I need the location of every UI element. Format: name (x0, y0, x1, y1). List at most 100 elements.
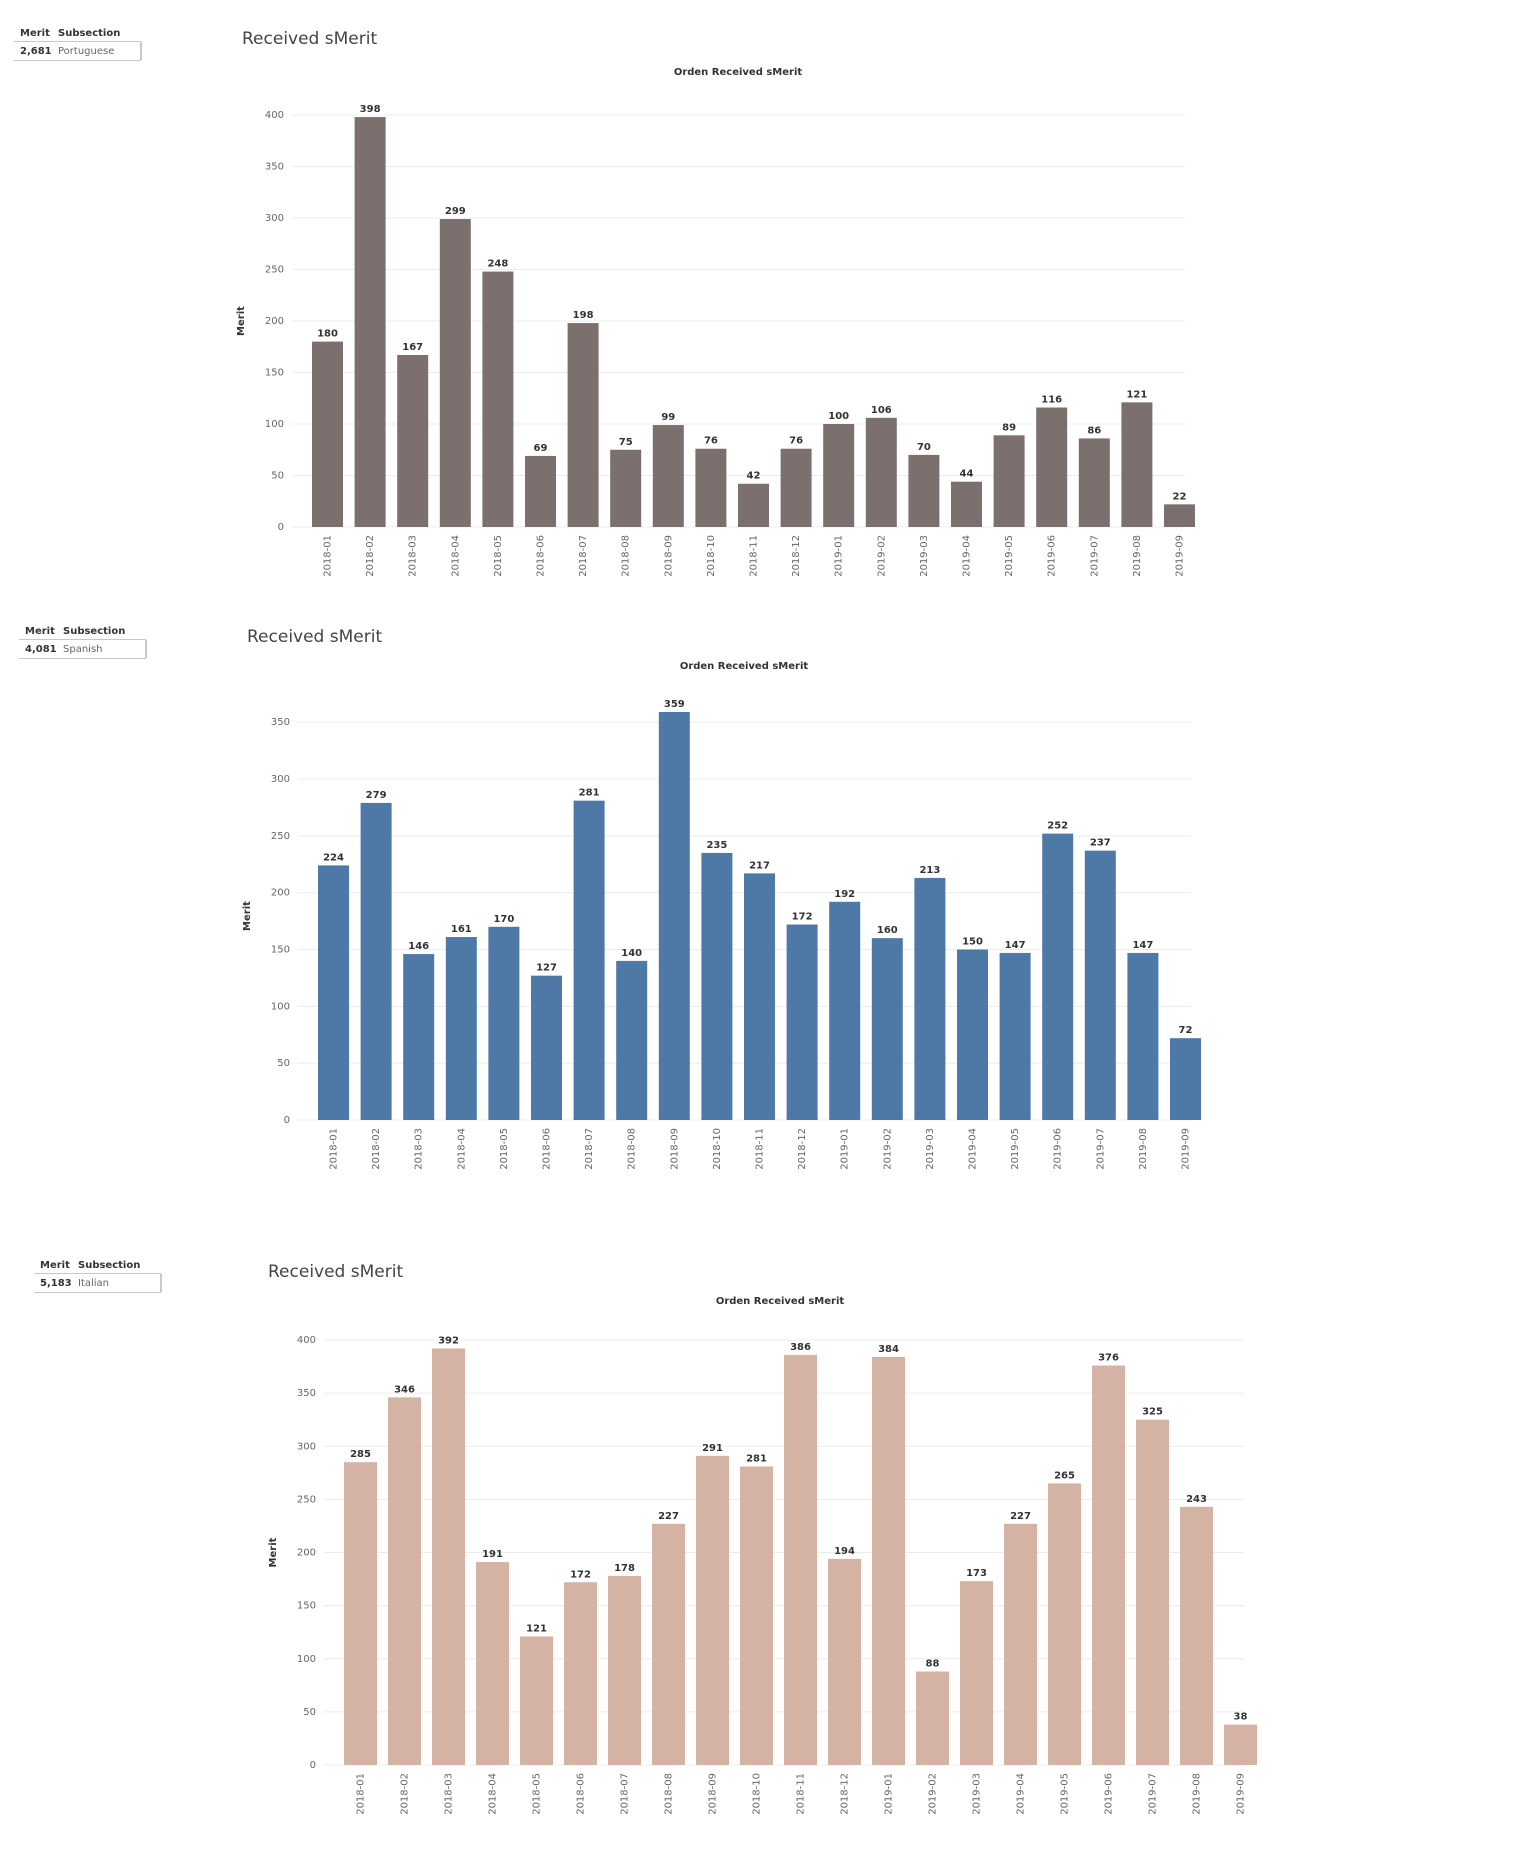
y-tick-label: 150 (297, 1601, 316, 1612)
y-tick-label: 350 (265, 162, 284, 173)
summary-row[interactable]: 2,681 Portuguese (14, 41, 141, 61)
y-tick-label: 150 (271, 945, 290, 956)
x-tick-label: 2018-04 (456, 1128, 467, 1170)
x-tick-label: 2018-02 (371, 1128, 382, 1170)
bar (567, 323, 599, 527)
x-tick-label: 2018-03 (444, 1773, 455, 1815)
y-axis-label: Merit (236, 306, 247, 336)
merit-header: Merit (20, 28, 50, 39)
x-tick-label: 2019-08 (1192, 1773, 1203, 1815)
x-tick-label: 2019-05 (1004, 535, 1015, 577)
data-label: 198 (573, 310, 594, 321)
x-tick-label: 2018-12 (840, 1773, 851, 1815)
x-tick-label: 2018-10 (712, 1128, 723, 1170)
summary-row[interactable]: 4,081 Spanish (19, 639, 146, 659)
bar (1092, 1365, 1125, 1765)
x-tick-label: 2018-09 (663, 535, 674, 577)
x-tick-label: 2019-08 (1132, 535, 1143, 577)
x-tick-label: 2019-05 (1010, 1128, 1021, 1170)
data-label: 291 (702, 1443, 723, 1454)
bar (488, 926, 520, 1120)
y-tick-label: 400 (297, 1335, 316, 1346)
y-tick-label: 0 (310, 1760, 316, 1771)
bar (960, 1581, 993, 1765)
data-label: 116 (1041, 395, 1062, 406)
data-label: 227 (658, 1511, 679, 1522)
x-tick-label: 2018-09 (669, 1128, 680, 1170)
bar (608, 1575, 641, 1765)
y-tick-label: 350 (271, 717, 290, 728)
data-label: 86 (1087, 425, 1101, 436)
data-label: 161 (451, 924, 472, 935)
bar (1004, 1523, 1037, 1765)
bar (1164, 504, 1195, 527)
x-tick-label: 2019-01 (834, 535, 845, 577)
x-tick-label: 2019-07 (1148, 1773, 1159, 1815)
bar-chart-spanish: Orden Received sMerit 0 50 100 150 200 250 300 3… (242, 661, 1201, 1170)
bar (999, 952, 1031, 1120)
bar (610, 449, 642, 527)
chart-title: Orden Received sMerit (674, 67, 803, 78)
x-tick-label: 2019-04 (962, 535, 973, 577)
data-label: 89 (1002, 422, 1016, 433)
y-tick-label: 150 (265, 368, 284, 379)
data-label: 299 (445, 206, 466, 217)
x-tick-label: 2018-07 (584, 1128, 595, 1170)
data-label: 346 (394, 1384, 415, 1395)
bar (525, 455, 556, 527)
y-tick-label: 300 (265, 213, 284, 224)
x-tick-label: 2018-06 (576, 1773, 587, 1815)
subsection-header: Subsection (78, 1260, 141, 1271)
summary-row[interactable]: 5,183 Italian (34, 1273, 161, 1293)
chart-title: Orden Received sMerit (680, 661, 809, 672)
x-tick-label: 2018-05 (493, 535, 504, 577)
x-tick-label: 2018-05 (499, 1128, 510, 1170)
data-label: 147 (1005, 940, 1026, 951)
x-tick-label: 2018-02 (400, 1773, 411, 1815)
x-tick-label: 2019-06 (1104, 1773, 1115, 1815)
bar (1036, 407, 1068, 527)
bar (388, 1397, 421, 1765)
bar (871, 938, 903, 1120)
x-tick-label: 2019-07 (1095, 1128, 1106, 1170)
data-label: 386 (790, 1342, 811, 1353)
y-tick-label: 400 (265, 110, 284, 121)
bar (344, 1462, 377, 1765)
x-tick-label: 2018-06 (542, 1128, 553, 1170)
x-tick-label: 2018-11 (749, 535, 760, 577)
x-tick-label: 2019-04 (1016, 1773, 1027, 1815)
data-label: 252 (1047, 821, 1068, 832)
subsection-value: Spanish (63, 643, 103, 655)
data-label: 100 (828, 411, 849, 422)
y-tick-label: 300 (271, 774, 290, 785)
x-tick-label: 2019-03 (919, 535, 930, 577)
data-label: 281 (746, 1453, 767, 1464)
bar (616, 960, 648, 1120)
data-label: 213 (919, 865, 940, 876)
x-tick-label: 2018-03 (414, 1128, 425, 1170)
summary-table: Merit Subsection 4,081 Spanish (19, 626, 146, 659)
x-tick-label: 2019-04 (968, 1128, 979, 1170)
bar (318, 865, 349, 1120)
bar (1042, 833, 1074, 1120)
data-label: 42 (747, 471, 761, 482)
x-tick-label: 2018-06 (536, 535, 547, 577)
merit-value: 5,183 (40, 1277, 72, 1289)
sheet-title: Received sMerit (268, 1262, 404, 1282)
y-tick-label: 300 (297, 1441, 316, 1452)
subsection-value: Portuguese (58, 45, 115, 57)
data-label: 140 (621, 948, 642, 959)
data-label: 359 (664, 699, 685, 710)
data-label: 224 (323, 852, 344, 863)
subsection-header: Subsection (63, 626, 126, 637)
bar (872, 1357, 905, 1765)
x-tick-label: 2018-01 (356, 1773, 367, 1815)
bar-chart-portuguese: Orden Received sMerit 0 50 100 150 200 250 300 3… (236, 67, 1195, 577)
y-tick-label: 100 (297, 1654, 316, 1665)
data-label: 170 (493, 914, 514, 925)
data-label: 172 (570, 1569, 591, 1580)
x-tick-label: 2018-10 (752, 1773, 763, 1815)
x-tick-label: 2019-08 (1138, 1128, 1149, 1170)
y-tick-label: 50 (303, 1707, 316, 1718)
bar (482, 271, 514, 527)
